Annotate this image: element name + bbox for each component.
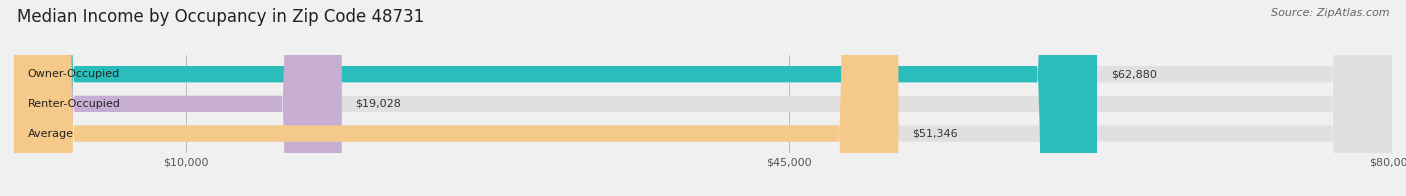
Text: $19,028: $19,028 — [356, 99, 402, 109]
Text: Source: ZipAtlas.com: Source: ZipAtlas.com — [1271, 8, 1389, 18]
FancyBboxPatch shape — [14, 0, 1097, 196]
FancyBboxPatch shape — [14, 0, 1392, 196]
FancyBboxPatch shape — [14, 0, 1392, 196]
Text: Owner-Occupied: Owner-Occupied — [28, 69, 120, 79]
Text: Median Income by Occupancy in Zip Code 48731: Median Income by Occupancy in Zip Code 4… — [17, 8, 425, 26]
Text: $62,880: $62,880 — [1111, 69, 1157, 79]
FancyBboxPatch shape — [14, 0, 898, 196]
Text: Average: Average — [28, 129, 75, 139]
Text: $51,346: $51,346 — [912, 129, 957, 139]
Text: Renter-Occupied: Renter-Occupied — [28, 99, 121, 109]
FancyBboxPatch shape — [14, 0, 1392, 196]
FancyBboxPatch shape — [14, 0, 342, 196]
